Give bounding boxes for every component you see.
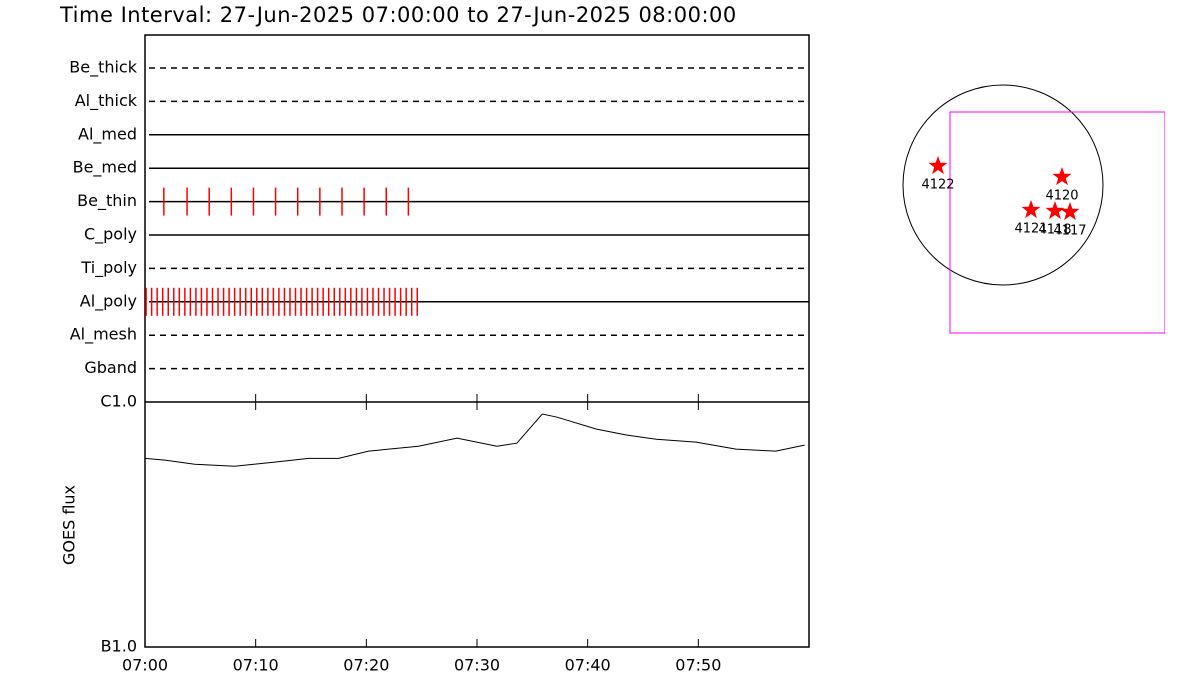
filter-label: Ti_poly <box>80 258 137 278</box>
solar-disk <box>902 84 1104 286</box>
filter-label: Al_poly <box>80 291 137 311</box>
region-label: 4120 <box>1045 189 1078 204</box>
goes-flux-line <box>144 413 805 467</box>
y-axis-label: GOES flux <box>60 485 79 565</box>
region-star <box>1052 167 1072 186</box>
x-tick-label: 07:40 <box>565 656 611 675</box>
filter-label: Al_thick <box>75 91 138 111</box>
filter-label: C_poly <box>84 225 137 245</box>
region-star <box>1021 200 1041 219</box>
y-tick-label: C1.0 <box>100 392 137 411</box>
x-tick-label: 07:00 <box>122 656 168 675</box>
y-tick-label: B1.0 <box>101 637 137 656</box>
region-star <box>928 156 948 175</box>
x-tick-label: 07:50 <box>675 656 721 675</box>
filter-label: Gband <box>84 358 137 377</box>
filter-label: Be_thin <box>77 191 137 211</box>
x-tick-label: 07:30 <box>454 656 500 675</box>
field-of-view <box>949 111 1165 334</box>
region-star <box>1060 202 1080 221</box>
region-label: 4121 <box>1014 222 1047 237</box>
filter-label: Be_thick <box>69 58 137 78</box>
region-label: 4122 <box>921 178 954 193</box>
title: Time Interval: 27-Jun-2025 07:00:00 to 2… <box>59 3 737 27</box>
plot-frame <box>144 34 810 648</box>
region-label: 4118 <box>1038 223 1071 238</box>
x-tick-label: 07:10 <box>233 656 279 675</box>
filter-label: Al_mesh <box>70 325 137 345</box>
region-label: 4117 <box>1053 224 1086 239</box>
filter-label: Al_med <box>78 124 137 144</box>
x-tick-label: 07:20 <box>343 656 389 675</box>
filter-label: Be_med <box>73 158 137 178</box>
region-star <box>1045 201 1065 220</box>
